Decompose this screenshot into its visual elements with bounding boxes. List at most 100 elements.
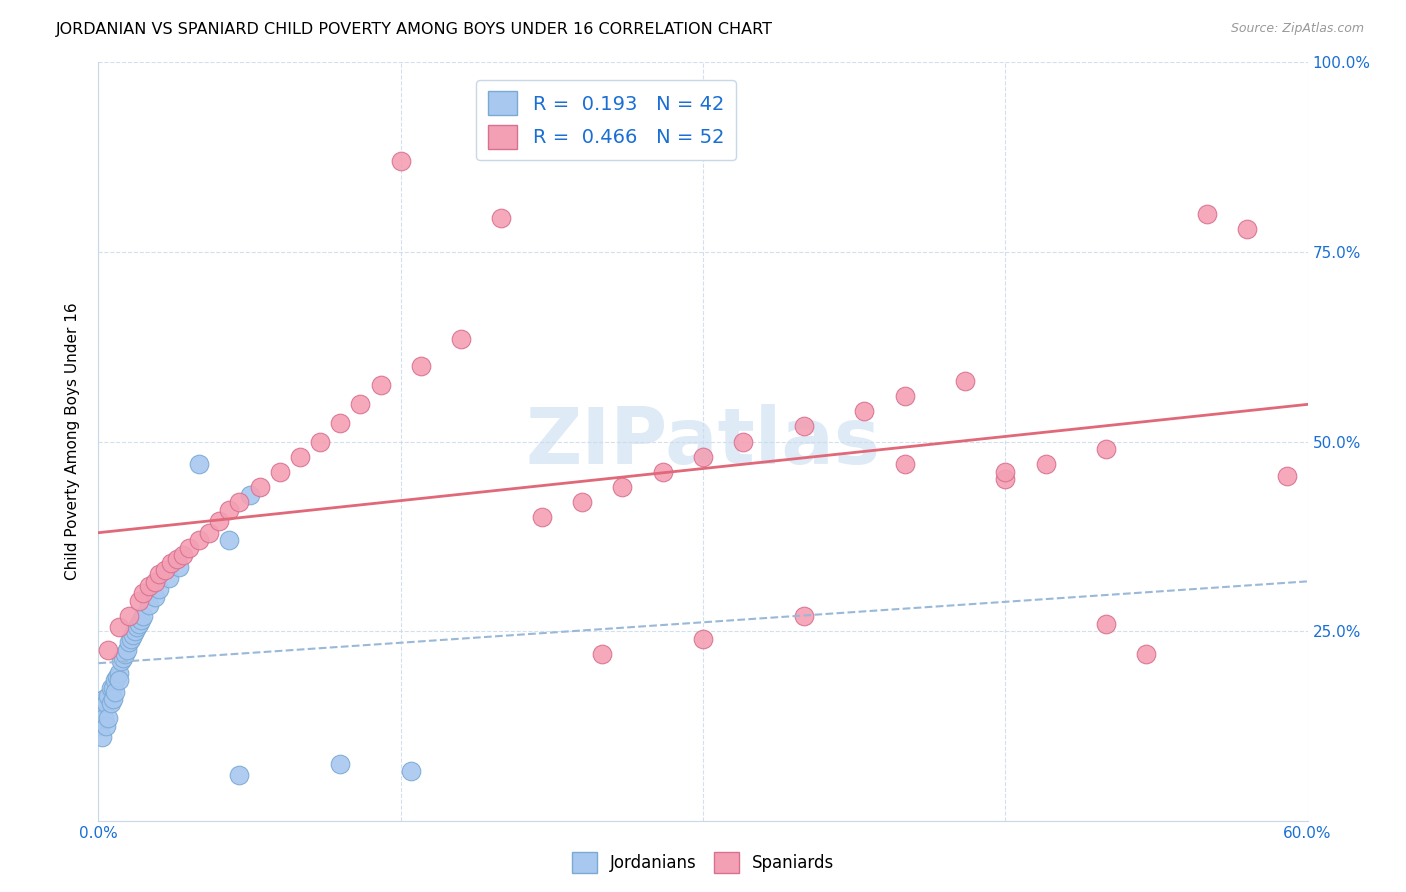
Point: [132, 586, 155, 600]
Point: [101, 681, 124, 695]
Point: [115, 643, 138, 657]
Point: [188, 458, 211, 472]
Point: [118, 608, 141, 623]
Point: [132, 608, 155, 623]
Text: ZIPatlas: ZIPatlas: [526, 403, 880, 480]
Point: [96, 696, 118, 710]
Point: [409, 359, 432, 373]
Point: [228, 768, 250, 782]
Point: [612, 480, 634, 494]
Point: [167, 559, 190, 574]
Point: [157, 571, 180, 585]
Point: [129, 613, 152, 627]
Point: [97, 643, 120, 657]
Point: [733, 434, 755, 449]
Point: [128, 594, 150, 608]
Point: [329, 756, 352, 771]
Point: [96, 719, 118, 733]
Point: [1195, 207, 1218, 221]
Point: [218, 533, 240, 548]
Point: [166, 552, 188, 566]
Text: JORDANIAN VS SPANIARD CHILD POVERTY AMONG BOYS UNDER 16 CORRELATION CHART: JORDANIAN VS SPANIARD CHILD POVERTY AMON…: [56, 22, 773, 37]
Point: [121, 628, 143, 642]
Point: [793, 608, 815, 623]
Point: [188, 533, 211, 548]
Point: [370, 377, 392, 392]
Point: [994, 465, 1017, 479]
Point: [138, 579, 160, 593]
Point: [118, 635, 141, 649]
Point: [491, 211, 513, 225]
Point: [692, 632, 714, 646]
Point: [994, 473, 1017, 487]
Point: [97, 689, 120, 703]
Point: [893, 458, 915, 472]
Point: [269, 465, 291, 479]
Point: [91, 696, 114, 710]
Point: [107, 620, 129, 634]
Point: [100, 696, 122, 710]
Point: [692, 450, 714, 464]
Point: [349, 396, 371, 410]
Point: [148, 582, 170, 597]
Point: [288, 450, 311, 464]
Point: [329, 416, 352, 430]
Point: [89, 719, 111, 733]
Point: [107, 665, 129, 680]
Point: [103, 685, 125, 699]
Point: [1095, 442, 1118, 457]
Point: [148, 567, 170, 582]
Point: [198, 525, 221, 540]
Point: [571, 495, 593, 509]
Point: [1095, 616, 1118, 631]
Point: [651, 465, 673, 479]
Point: [143, 590, 166, 604]
Point: [249, 480, 271, 494]
Point: [389, 153, 412, 168]
Point: [93, 692, 115, 706]
Point: [450, 332, 472, 346]
Text: Source: ZipAtlas.com: Source: ZipAtlas.com: [1230, 22, 1364, 36]
Point: [107, 673, 129, 688]
Point: [91, 730, 114, 744]
Point: [100, 681, 122, 695]
Legend: R =  0.193   N = 42, R =  0.466   N = 52: R = 0.193 N = 42, R = 0.466 N = 52: [477, 79, 737, 161]
Point: [228, 495, 250, 509]
Point: [853, 404, 876, 418]
Legend: Jordanians, Spaniards: Jordanians, Spaniards: [565, 846, 841, 880]
Point: [111, 650, 134, 665]
Point: [530, 510, 553, 524]
Point: [125, 620, 148, 634]
Point: [114, 647, 136, 661]
Point: [309, 434, 332, 449]
Point: [110, 655, 132, 669]
Point: [893, 389, 915, 403]
Point: [160, 556, 183, 570]
Point: [172, 548, 194, 563]
Point: [793, 419, 815, 434]
Point: [1135, 647, 1157, 661]
Point: [128, 616, 150, 631]
Point: [1035, 458, 1057, 472]
Point: [153, 564, 176, 578]
Point: [124, 624, 146, 639]
Point: [399, 764, 422, 779]
Point: [179, 541, 201, 555]
Point: [239, 487, 262, 501]
Point: [143, 574, 166, 589]
Point: [208, 514, 231, 528]
Point: [105, 669, 128, 683]
Point: [89, 704, 111, 718]
Point: [1236, 222, 1258, 236]
Point: [138, 598, 160, 612]
Point: [97, 711, 120, 725]
Point: [103, 673, 125, 688]
Point: [218, 503, 240, 517]
Point: [101, 692, 124, 706]
Y-axis label: Child Poverty Among Boys Under 16: Child Poverty Among Boys Under 16: [65, 302, 80, 581]
Point: [1277, 468, 1299, 483]
Point: [591, 647, 613, 661]
Point: [953, 374, 976, 388]
Point: [93, 711, 115, 725]
Point: [120, 632, 142, 646]
